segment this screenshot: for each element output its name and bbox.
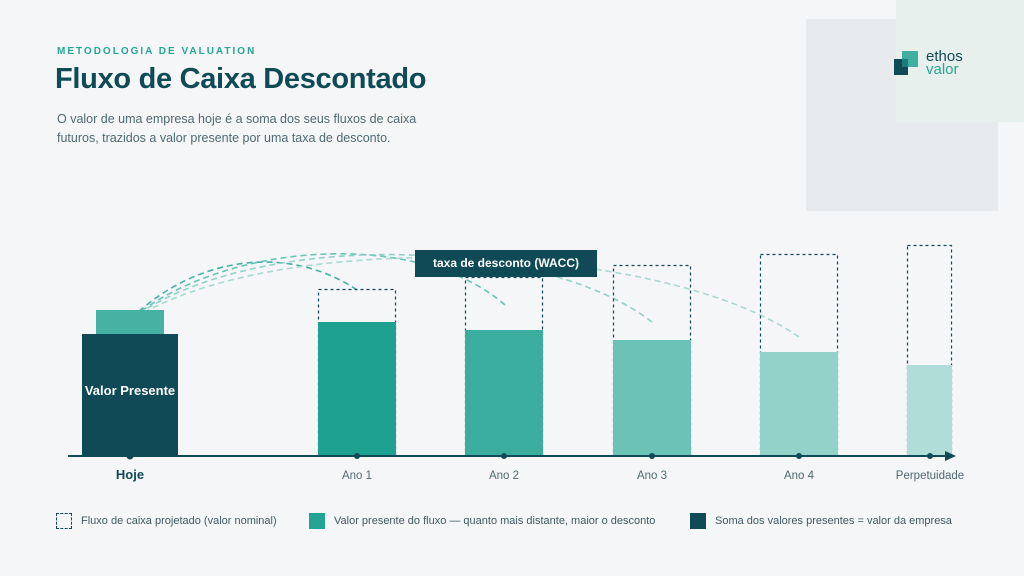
period-label-ano3: Ano 3 xyxy=(637,470,667,482)
legend-label-present: Valor presente do fluxo — quanto mais di… xyxy=(334,515,656,527)
eyebrow-label: METODOLOGIA DE VALUATION xyxy=(57,46,257,57)
period-label-perpetuidade: Perpetuidade xyxy=(896,470,964,482)
projected-bar-ano4 xyxy=(759,253,839,457)
present-value-addition xyxy=(96,310,164,334)
timeline-dot-ano1 xyxy=(354,453,360,459)
legend-item-sum: Soma dos valores presentes = valor da em… xyxy=(690,512,952,530)
discount-arc-ano2 xyxy=(131,253,506,319)
period-label-ano1: Ano 1 xyxy=(342,470,372,482)
discount-arc-ano4 xyxy=(127,256,800,338)
legend-item-present: Valor presente do fluxo — quanto mais di… xyxy=(309,512,655,530)
present-bar-perpetuidade xyxy=(907,365,952,456)
period-label-hoje: Hoje xyxy=(116,467,144,482)
present-bar-ano3 xyxy=(613,340,691,456)
period-label-ano4: Ano 4 xyxy=(784,470,815,482)
logo-mark-icon xyxy=(894,51,918,75)
legend-swatch-dark xyxy=(690,513,706,529)
present-value-bar xyxy=(82,334,178,456)
period-label-ano2: Ano 2 xyxy=(489,470,519,482)
present-bar-ano2 xyxy=(465,330,543,456)
discount-arc-ano3 xyxy=(129,253,653,323)
present-value-label: Valor Presente xyxy=(84,383,176,398)
logo-text-ethos: ethos xyxy=(926,48,963,65)
timeline-arrow-icon xyxy=(945,451,956,461)
page-subtitle: O valor de uma empresa hoje é a soma dos… xyxy=(57,112,417,145)
timeline-dot-hoje xyxy=(126,452,134,460)
timeline-dot-ano4 xyxy=(796,453,802,459)
legend-swatch-dashed xyxy=(56,513,72,529)
legend-swatch-teal xyxy=(309,513,325,529)
page-title: Fluxo de Caixa Descontado xyxy=(55,63,427,95)
discount-rate-label: taxa de desconto (WACC) xyxy=(415,250,597,277)
legend-label-projected: Fluxo de caixa projetado (valor nominal) xyxy=(81,515,277,527)
timeline-dot-ano2 xyxy=(501,453,507,459)
timeline-dot-perpetuidade xyxy=(927,453,933,459)
discount-arc-ano1 xyxy=(134,261,358,316)
legend-label-sum: Soma dos valores presentes = valor da em… xyxy=(715,515,952,527)
present-bar-ano1 xyxy=(318,322,396,456)
present-bar-ano4 xyxy=(760,352,838,456)
timeline-dot-ano3 xyxy=(649,453,655,459)
logo-text-valor: valor xyxy=(926,61,959,78)
legend-item-projected: Fluxo de caixa projetado (valor nominal) xyxy=(56,512,277,530)
